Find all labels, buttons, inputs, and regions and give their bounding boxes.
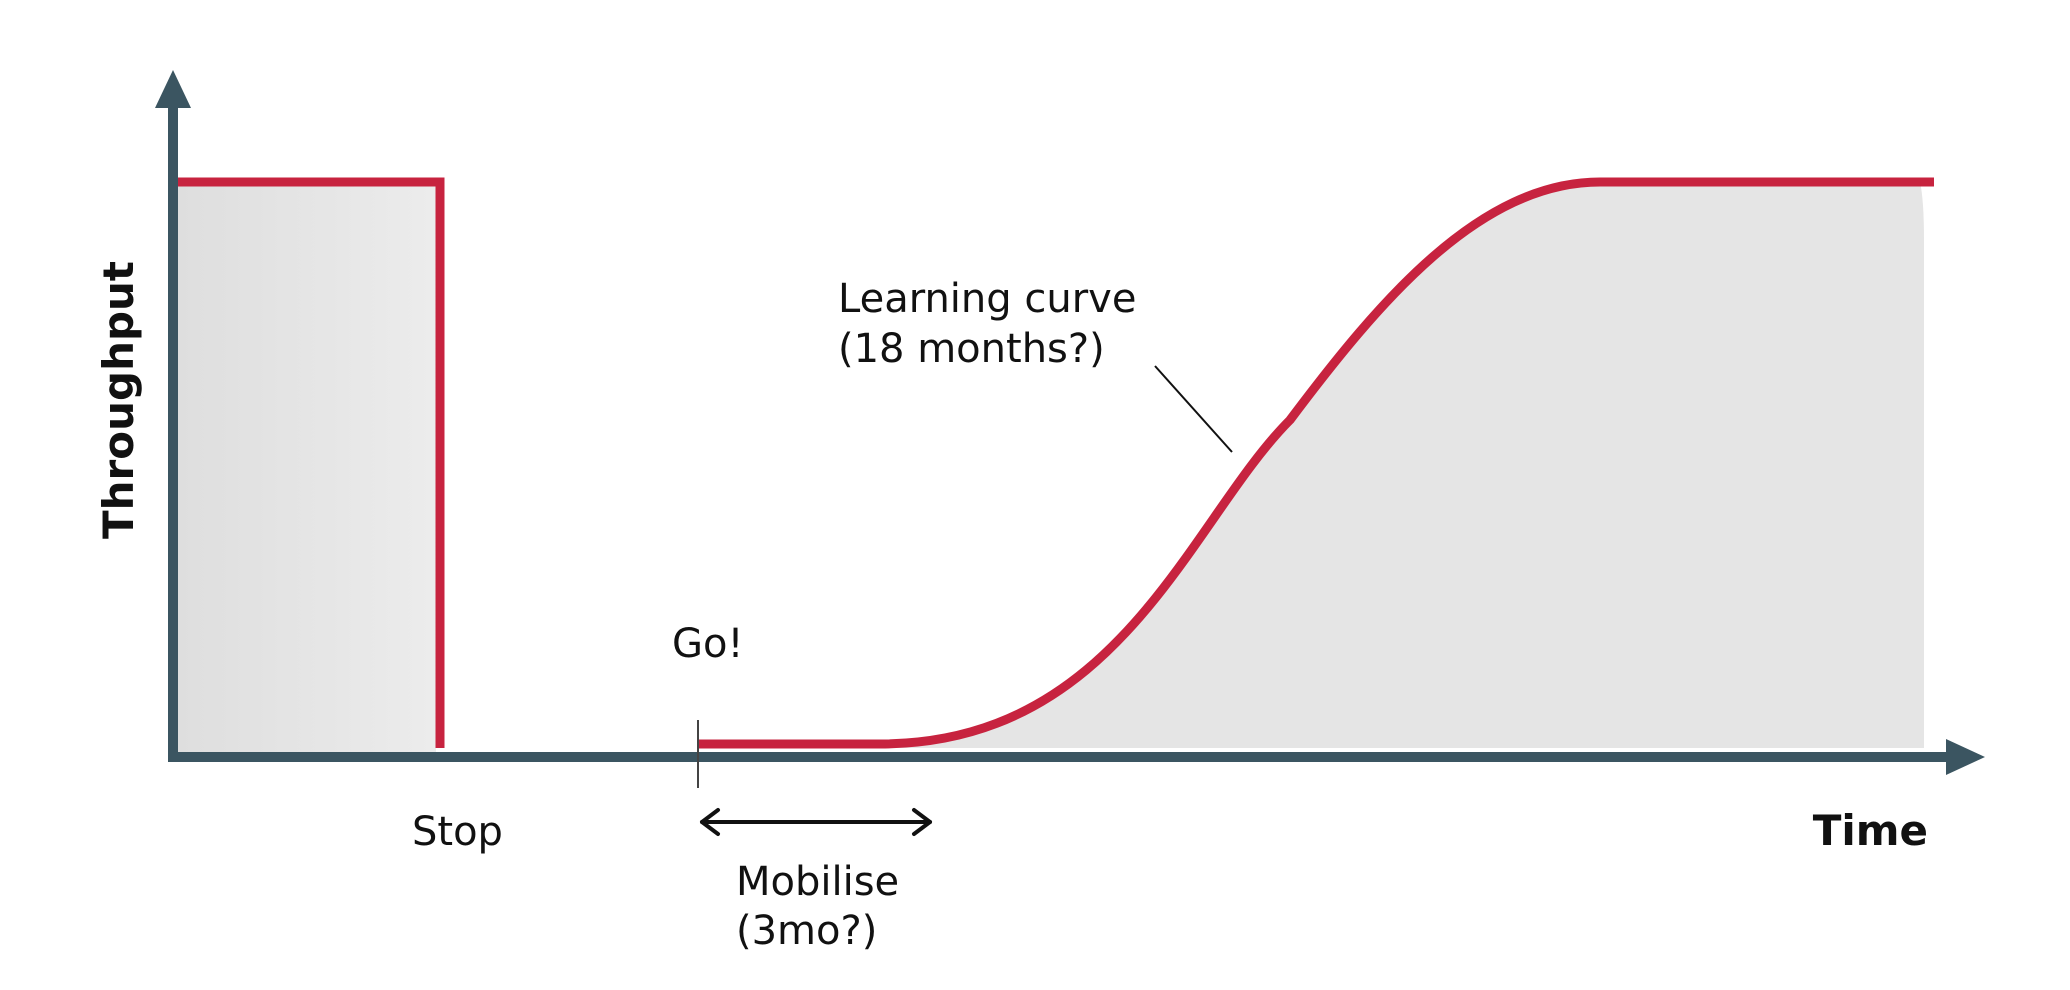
- learning-curve-area: [700, 182, 1924, 748]
- x-axis-arrowhead: [1946, 739, 1985, 775]
- mobilise-label-line1: Mobilise: [736, 859, 899, 905]
- pre-stop-area: [176, 182, 436, 752]
- stop-label: Stop: [412, 809, 503, 855]
- pre-stop-throughput-line: [176, 177, 445, 748]
- learning-curve-line: [698, 177, 1934, 749]
- y-axis-label: Throughput: [94, 261, 143, 539]
- mobilise-duration-arrow: [700, 808, 932, 836]
- go-label: Go!: [672, 621, 744, 667]
- learning-curve-label-line2: (18 months?): [838, 326, 1105, 372]
- learning-curve-label-line1: Learning curve: [838, 276, 1136, 322]
- learning-curve-leader-line: [1154, 365, 1233, 453]
- y-axis-arrowhead: [155, 70, 191, 108]
- x-axis-label: Time: [1813, 806, 1928, 855]
- mobilise-label-line2: (3mo?): [736, 908, 877, 954]
